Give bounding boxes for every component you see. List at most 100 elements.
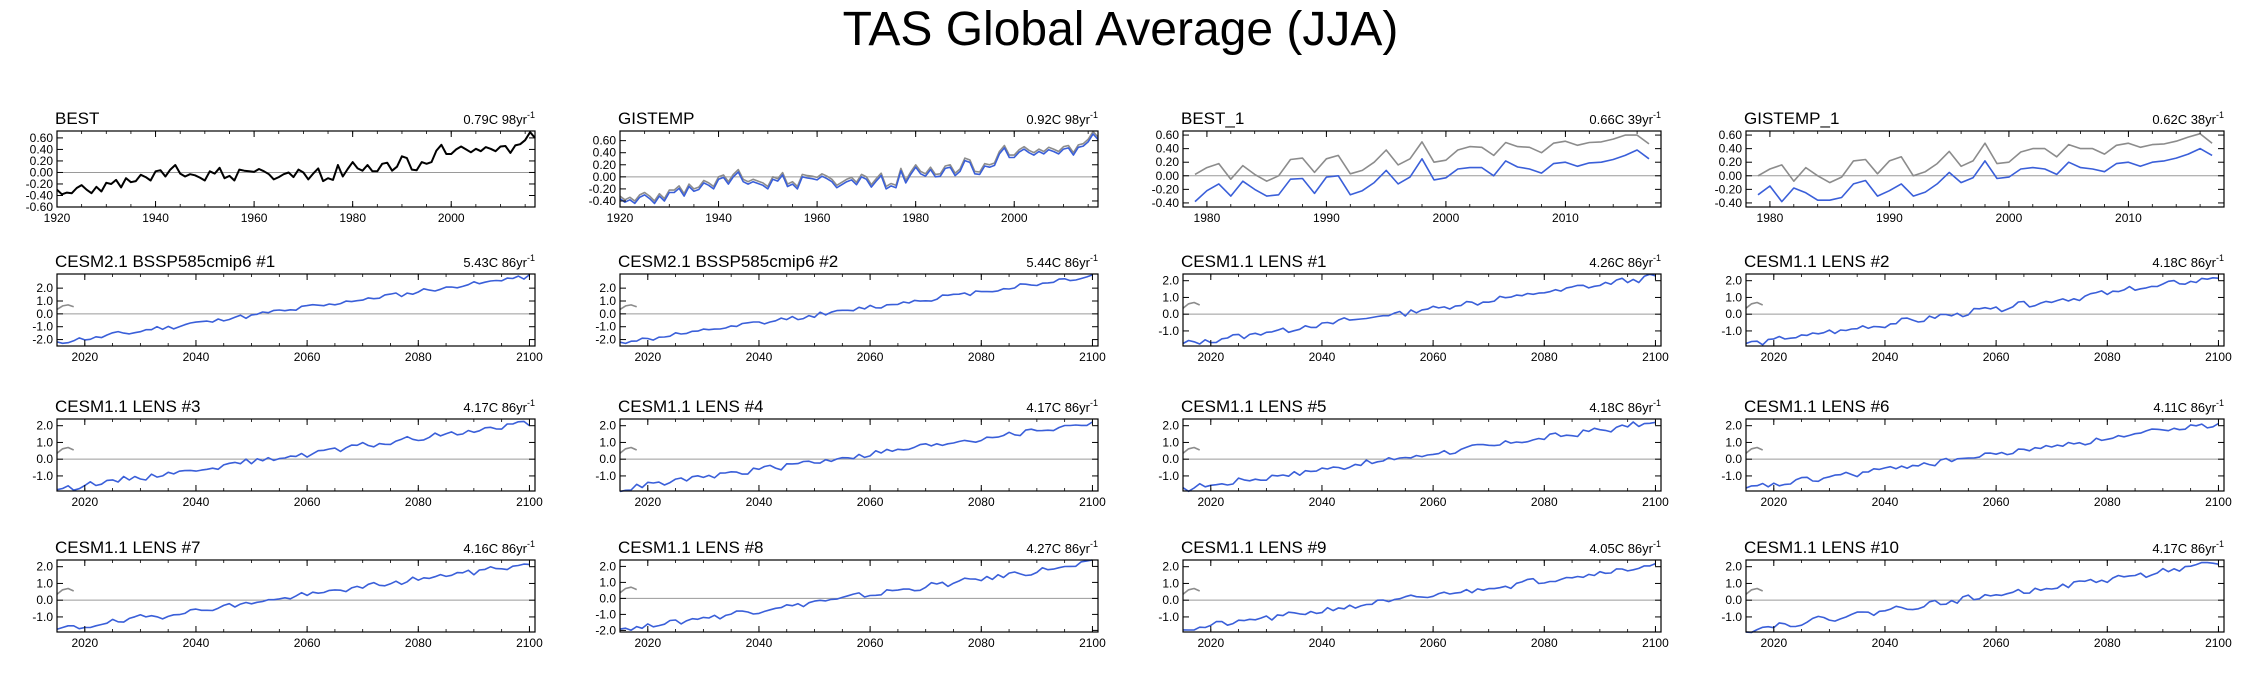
panel-title: CESM1.1 LENS #8 (618, 538, 764, 557)
panel-16: CESM1.1 LENS #10 4.17C 86yr-1 2020 2040 2060… (1721, 538, 2232, 650)
x-tick-label: 2060 (294, 636, 321, 650)
y-tick-label: 2.0 (1725, 274, 1742, 288)
figure-title: TAS Global Average (JJA) (842, 3, 1399, 56)
y-tick-label: 0.20 (1719, 155, 1743, 169)
x-tick-label: 2040 (746, 636, 773, 650)
x-tick-label: 2020 (71, 636, 98, 650)
x-tick-label: 2020 (71, 495, 98, 509)
series-line-model (56, 420, 530, 492)
panel-14: CESM1.1 LENS #8 4.27C 86yr-1 2020 2040 2060 2… (595, 538, 1106, 650)
series-line-model (56, 274, 530, 345)
series-line-model (1745, 561, 2219, 634)
panel-10: CESM1.1 LENS #4 4.17C 86yr-1 2020 2040 2060 2… (595, 397, 1106, 509)
series-line-model (619, 274, 1093, 345)
trend-label: 0.79C 98yr-1 (463, 110, 535, 127)
y-tick-label: 1.0 (599, 575, 616, 589)
panel-title: GISTEMP_1 (1744, 109, 1839, 128)
panel-8: CESM1.1 LENS #2 4.18C 86yr-1 2020 2040 2060 2… (1721, 252, 2232, 364)
y-tick-label: 2.0 (1725, 560, 1742, 574)
x-tick-label: 2000 (438, 211, 465, 225)
y-tick-label: 1.0 (1725, 290, 1742, 304)
plot-frame (1182, 418, 1662, 492)
x-tick-label: 1920 (44, 211, 71, 225)
y-tick-label: 1.0 (1162, 576, 1179, 590)
x-tick-label: 2020 (1197, 495, 1224, 509)
y-tick-label: -1.0 (595, 320, 616, 334)
y-tick-label: 2.0 (36, 281, 53, 295)
x-tick-label: 2040 (1309, 636, 1336, 650)
panel-11: CESM1.1 LENS #5 4.18C 86yr-1 2020 2040 2060 2… (1158, 397, 1669, 509)
x-tick-label: 2080 (2094, 636, 2121, 650)
y-tick-label: 0.20 (30, 154, 54, 168)
series-line-gistemp-obs- (619, 130, 1099, 202)
y-tick-label: 2.0 (36, 419, 53, 433)
x-tick-label: 2060 (857, 495, 884, 509)
y-tick-label: 0.0 (36, 307, 53, 321)
y-tick-label: 2.0 (1725, 419, 1742, 433)
x-tick-label: 2020 (634, 350, 661, 364)
x-tick-label: 2000 (1996, 211, 2023, 225)
y-tick-label: -2.0 (595, 623, 616, 637)
panel-4: GISTEMP_1 0.62C 38yr-1 1980 1990 2000 2010 -0.… (1715, 109, 2225, 225)
x-tick-label: 2080 (405, 495, 432, 509)
x-tick-label: 2020 (71, 350, 98, 364)
series-line-best (56, 131, 536, 196)
x-tick-label: 2000 (1001, 211, 1028, 225)
plot-frame (1182, 559, 1662, 633)
y-tick-label: 0.0 (1162, 452, 1179, 466)
x-tick-label: 2010 (2115, 211, 2142, 225)
x-tick-label: 2080 (1531, 495, 1558, 509)
trend-label: 4.11C 86yr-1 (2153, 398, 2224, 415)
x-tick-label: 2020 (1197, 350, 1224, 364)
x-tick-label: 1960 (804, 211, 831, 225)
y-tick-label: 2.0 (599, 559, 616, 573)
x-tick-label: 2040 (1872, 495, 1899, 509)
y-tick-label: 0.60 (1156, 128, 1180, 142)
plot-frame (619, 418, 1099, 492)
x-tick-label: 2040 (746, 350, 773, 364)
x-tick-label: 2040 (183, 350, 210, 364)
trend-label: 4.18C 86yr-1 (2152, 253, 2224, 270)
trend-label: 4.16C 86yr-1 (463, 539, 535, 556)
series-line-model (1745, 422, 2219, 489)
series-line-model (619, 559, 1093, 632)
y-tick-label: 0.0 (36, 593, 53, 607)
y-tick-label: 0.20 (593, 158, 617, 172)
panel-title: CESM1.1 LENS #1 (1181, 252, 1327, 271)
x-tick-label: 2060 (857, 636, 884, 650)
y-tick-label: 1.0 (1725, 576, 1742, 590)
y-tick-label: -0.40 (589, 194, 617, 208)
x-tick-label: 2100 (1642, 495, 1669, 509)
x-tick-label: 2040 (1872, 350, 1899, 364)
x-tick-label: 2100 (2205, 495, 2232, 509)
panel-title: CESM1.1 LENS #4 (618, 397, 764, 416)
y-tick-label: -2.0 (595, 333, 616, 347)
x-tick-label: 1960 (241, 211, 268, 225)
panel-title: BEST_1 (1181, 109, 1244, 128)
x-tick-label: 2080 (2094, 350, 2121, 364)
plot-frame (619, 559, 1099, 633)
y-tick-label: 2.0 (1162, 274, 1179, 288)
series-line-model (1182, 273, 1656, 345)
y-tick-label: -0.40 (1715, 196, 1743, 210)
x-tick-label: 1980 (1757, 211, 1784, 225)
series-line-model (56, 563, 530, 631)
plot-frame (1745, 130, 2225, 208)
series-line-obs (56, 304, 74, 311)
panel-title: CESM1.1 LENS #9 (1181, 538, 1327, 557)
y-tick-label: -0.20 (26, 177, 54, 191)
y-tick-label: 0.40 (1156, 142, 1180, 156)
x-tick-label: 2060 (1420, 636, 1447, 650)
y-tick-label: 2.0 (599, 281, 616, 295)
y-tick-label: -1.0 (1158, 610, 1179, 624)
trend-label: 0.62C 38yr-1 (2152, 110, 2224, 127)
plot-frame (619, 273, 1099, 347)
x-tick-label: 2040 (1309, 495, 1336, 509)
y-tick-label: 0.0 (599, 307, 616, 321)
plot-frame (1745, 273, 2225, 347)
series-line-obs (1745, 301, 1764, 309)
trend-label: 4.05C 86yr-1 (1589, 539, 1661, 556)
y-tick-label: -1.0 (32, 320, 53, 334)
y-tick-label: -1.0 (32, 469, 53, 483)
panel-2: GISTEMP 0.92C 98yr-1 1920 1940 1960 1980 2000 -… (589, 109, 1099, 225)
